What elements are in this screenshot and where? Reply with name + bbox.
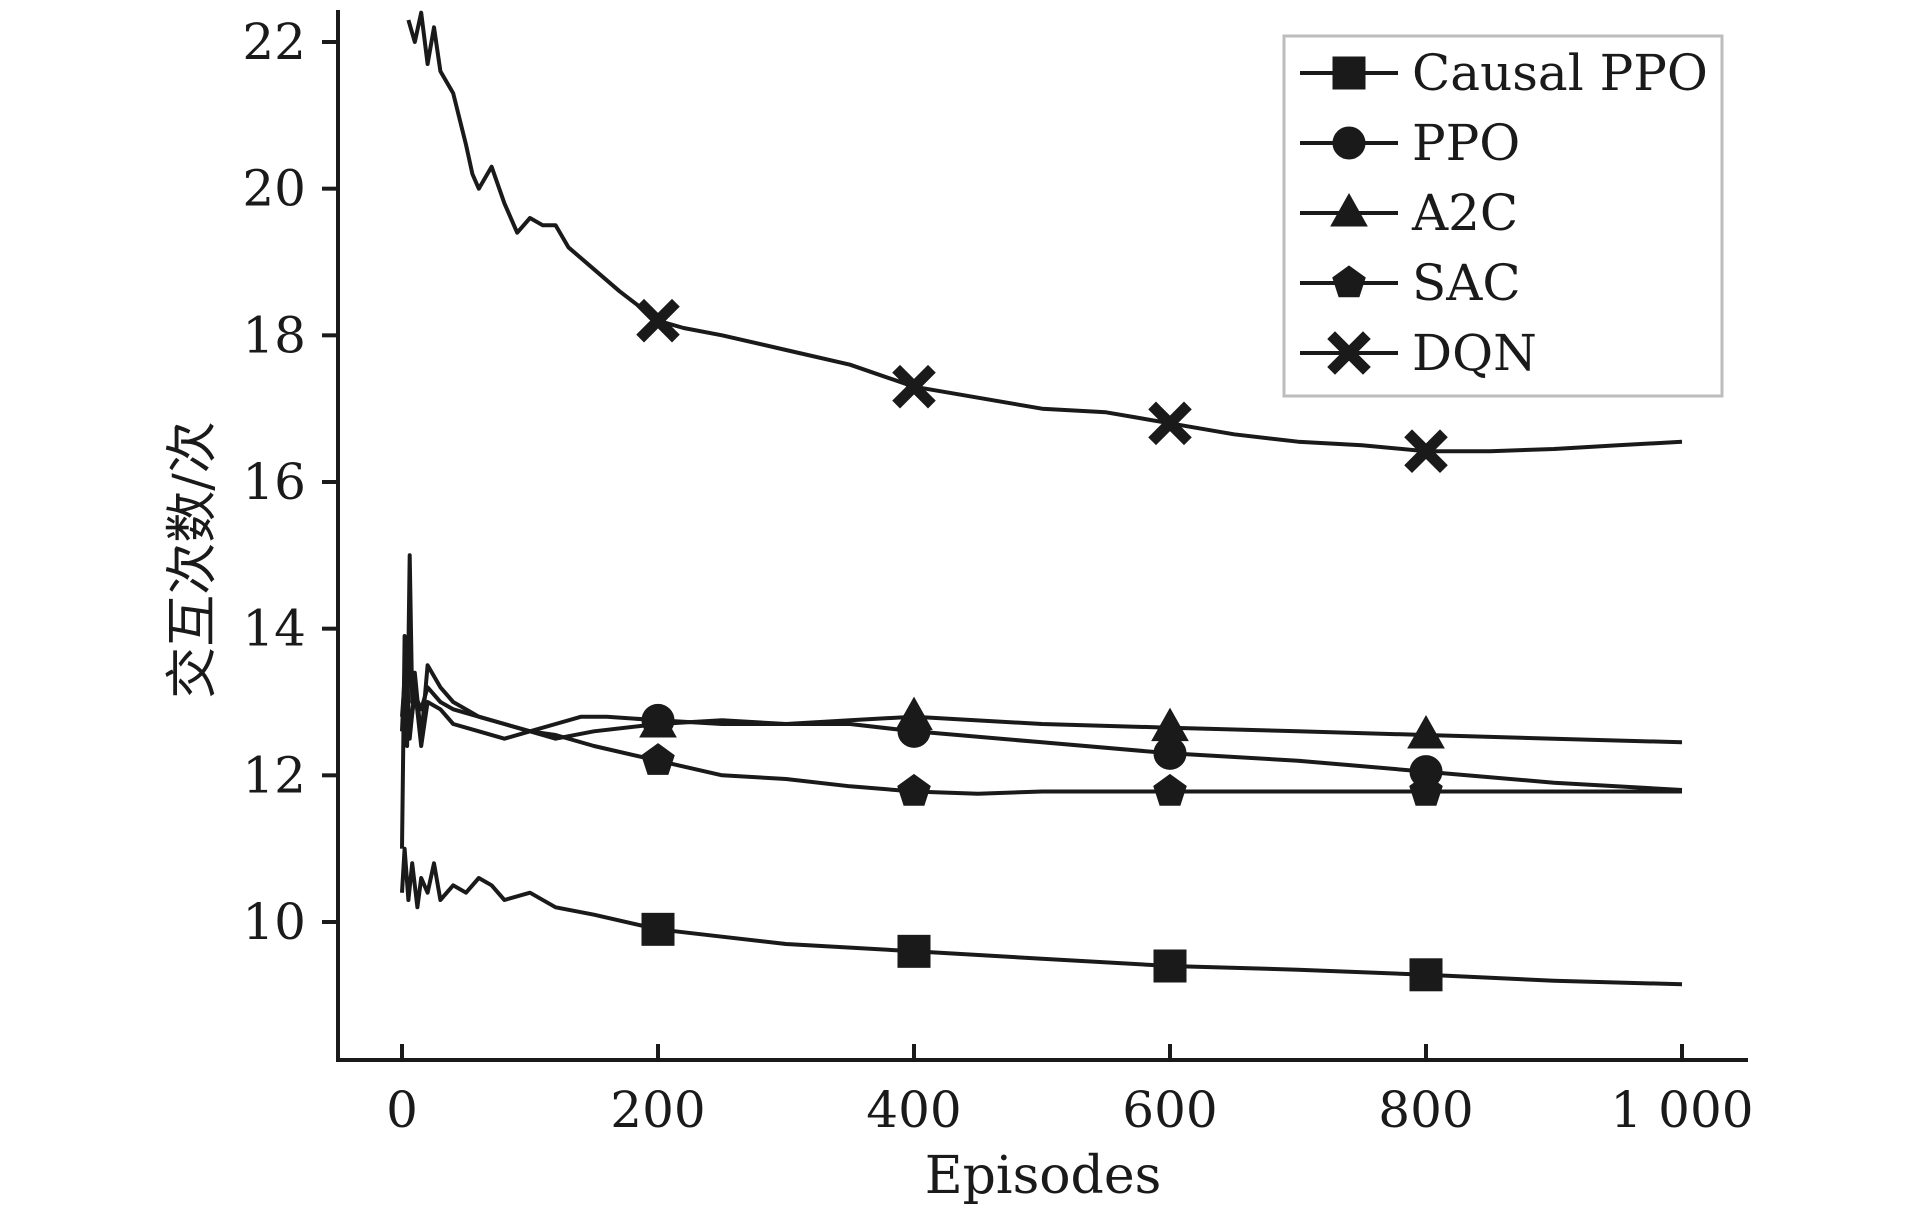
marker-sac bbox=[1409, 773, 1443, 806]
x-tick-label: 200 bbox=[610, 1081, 705, 1139]
marker-sac bbox=[1153, 773, 1187, 806]
marker-dqn bbox=[892, 364, 936, 409]
y-tick-label: 22 bbox=[242, 13, 306, 71]
x-axis-title: Episodes bbox=[925, 1146, 1162, 1205]
marker-a2c bbox=[1407, 714, 1445, 749]
marker-causal-ppo bbox=[897, 934, 931, 968]
series-line-causal-ppo bbox=[400, 846, 1683, 987]
y-tick-label: 16 bbox=[242, 453, 306, 511]
y-tick-label: 20 bbox=[242, 160, 306, 218]
marker-ppo bbox=[1153, 736, 1187, 770]
marker-causal-ppo bbox=[1153, 949, 1187, 983]
marker-dqn bbox=[1404, 429, 1448, 473]
y-ticks: 10 12 14 16 18 20 22 bbox=[242, 13, 338, 951]
x-tick-label: 600 bbox=[1122, 1081, 1217, 1139]
series-line-dqn bbox=[406, 10, 1683, 454]
x-tick-label: 0 bbox=[386, 1081, 418, 1139]
y-tick-label: 18 bbox=[242, 306, 306, 364]
series-line-sac bbox=[400, 553, 1682, 849]
legend-label: PPO bbox=[1412, 114, 1520, 172]
y-axis-title: 交互次数/次 bbox=[163, 421, 223, 699]
x-tick-label: 800 bbox=[1378, 1081, 1473, 1139]
marker-dqn bbox=[636, 298, 680, 343]
legend-marker bbox=[1332, 56, 1366, 90]
marker-a2c bbox=[1151, 707, 1189, 742]
marker-sac bbox=[641, 743, 675, 775]
legend-items: Causal PPO PPO A2C SAC DQN bbox=[1300, 44, 1708, 382]
legend-marker bbox=[1330, 192, 1368, 227]
marker-causal-ppo bbox=[641, 912, 675, 946]
legend-label: DQN bbox=[1412, 324, 1537, 382]
legend-label: Causal PPO bbox=[1412, 44, 1708, 102]
x-tick-label: 400 bbox=[866, 1081, 961, 1139]
legend-marker bbox=[1327, 331, 1371, 375]
y-tick-label: 10 bbox=[242, 893, 306, 951]
legend-label: SAC bbox=[1412, 254, 1521, 312]
marker-sac bbox=[897, 773, 931, 806]
legend-marker bbox=[1332, 265, 1366, 298]
legend: Causal PPO PPO A2C SAC DQN bbox=[1282, 34, 1724, 398]
markers-group bbox=[636, 298, 1448, 992]
series-line-ppo bbox=[400, 641, 1683, 792]
axes bbox=[336, 10, 1748, 1062]
marker-causal-ppo bbox=[1409, 958, 1443, 992]
series-line-a2c bbox=[400, 663, 1683, 745]
legend-marker bbox=[1332, 126, 1366, 160]
marker-dqn bbox=[1148, 401, 1192, 446]
x-ticks: 0 200 400 600 800 1 000 bbox=[386, 1044, 1754, 1139]
y-tick-label: 14 bbox=[242, 600, 306, 658]
y-tick-label: 12 bbox=[242, 746, 306, 804]
marker-a2c bbox=[895, 696, 933, 731]
legend-label: A2C bbox=[1411, 184, 1518, 242]
x-tick-label: 1 000 bbox=[1610, 1081, 1753, 1139]
marker-a2c bbox=[639, 703, 677, 738]
